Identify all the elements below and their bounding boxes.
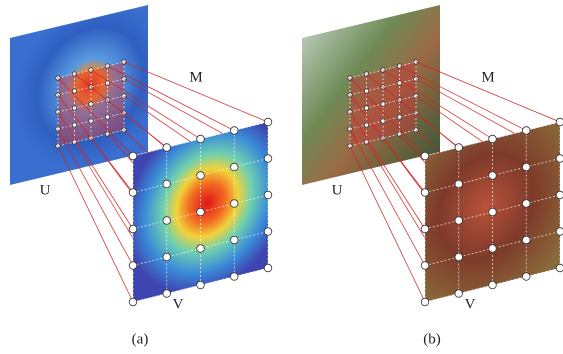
sample-point <box>129 298 137 306</box>
sample-point <box>522 163 530 171</box>
figure: M U V (a) M U V (b) <box>0 0 563 354</box>
sample-point <box>421 298 429 306</box>
sample-point <box>455 217 463 225</box>
sample-point <box>230 163 238 171</box>
sample-point <box>522 200 530 208</box>
sample-point <box>129 189 137 197</box>
label-v: V <box>173 296 184 312</box>
sample-point <box>230 273 238 281</box>
sample-point <box>489 245 497 253</box>
sample-point <box>522 127 530 135</box>
sample-point <box>197 172 205 180</box>
sample-point <box>489 208 497 216</box>
sample-point <box>556 191 563 199</box>
sample-point <box>72 89 76 93</box>
sample-point <box>489 281 497 289</box>
sample-point <box>105 115 109 119</box>
sample-point <box>381 119 385 123</box>
sample-point <box>556 155 563 163</box>
sample-point <box>455 180 463 188</box>
sample-point <box>197 245 205 253</box>
sample-point <box>163 253 171 261</box>
sample-point <box>264 191 272 199</box>
sample-point <box>522 236 530 244</box>
sample-point <box>89 102 93 106</box>
sample-point <box>489 172 497 180</box>
sample-point <box>421 189 429 197</box>
sample-point <box>72 123 76 127</box>
sample-point <box>163 290 171 298</box>
sample-point <box>455 290 463 298</box>
sample-point <box>163 144 171 152</box>
label-u: U <box>332 182 343 198</box>
sample-point <box>556 118 563 126</box>
sample-point <box>522 273 530 281</box>
sample-point <box>197 281 205 289</box>
sample-point <box>197 208 205 216</box>
sample-point <box>364 123 368 127</box>
sample-point <box>556 228 563 236</box>
sample-point <box>163 217 171 225</box>
sample-point <box>129 152 137 160</box>
sample-point <box>421 262 429 270</box>
sample-point <box>556 264 563 272</box>
sample-point <box>264 228 272 236</box>
sample-point <box>264 118 272 126</box>
sample-point <box>421 152 429 160</box>
sample-point <box>129 262 137 270</box>
projection-line <box>58 146 133 302</box>
label-v: V <box>465 296 476 312</box>
projection-line <box>350 146 425 302</box>
sample-point <box>230 236 238 244</box>
sample-point <box>364 106 368 110</box>
sample-point <box>264 264 272 272</box>
sample-point <box>264 155 272 163</box>
sample-point <box>489 135 497 143</box>
sample-point <box>72 106 76 110</box>
sample-point <box>197 135 205 143</box>
sample-point <box>230 200 238 208</box>
sample-point <box>163 180 171 188</box>
label-u: U <box>40 182 51 198</box>
caption: (a) <box>132 331 149 347</box>
label-m: M <box>189 69 202 85</box>
sample-point <box>89 119 93 123</box>
sample-point <box>455 144 463 152</box>
sample-point <box>364 89 368 93</box>
sample-point <box>455 253 463 261</box>
label-m: M <box>481 69 494 85</box>
sample-point <box>397 115 401 119</box>
sample-point <box>421 225 429 233</box>
sample-point <box>230 127 238 135</box>
diagram-layer: M U V (a) M U V (b) <box>10 5 563 347</box>
caption: (b) <box>423 331 441 347</box>
sample-point <box>129 225 137 233</box>
sample-point <box>381 102 385 106</box>
